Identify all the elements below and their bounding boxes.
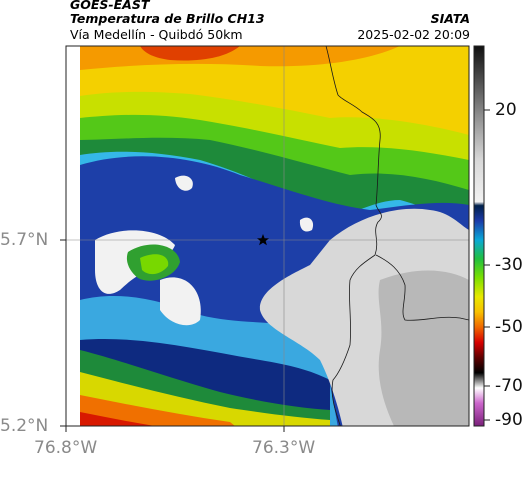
cold-pocket-north xyxy=(175,175,193,191)
agency-label: SIATA xyxy=(430,11,470,26)
star-icon xyxy=(257,234,269,246)
colorbar xyxy=(473,45,485,427)
warm-band-red xyxy=(140,46,240,61)
y-tick-label-5-7: 5.7°N xyxy=(0,230,49,250)
map-frame xyxy=(65,45,470,427)
cold-pocket-center xyxy=(160,277,201,326)
border-line-west xyxy=(325,46,382,426)
satellite-title: GOES-EAST xyxy=(70,0,150,12)
south-band-orange xyxy=(80,395,235,426)
colorbar-label-20: 20 xyxy=(495,100,517,120)
location-label: Vía Medellín - Quibdó 50km xyxy=(70,27,243,42)
border-line-east xyxy=(375,254,469,321)
axis-ticks xyxy=(60,239,285,432)
colorbar-ticks xyxy=(484,109,490,421)
colorbar-label-minus-70: -70 xyxy=(495,376,523,396)
south-band-red xyxy=(80,412,155,426)
colorbar-label-minus-90: -90 xyxy=(495,410,523,430)
x-tick-label-76-8: 76.8°W xyxy=(34,438,98,458)
warm-pocket-lime xyxy=(140,254,169,275)
temperature-field xyxy=(66,46,469,426)
overshooting-top-dark xyxy=(378,270,469,426)
product-title: Temperatura de Brillo CH13 xyxy=(70,11,265,26)
cold-pocket-small xyxy=(299,217,314,232)
datetime-label: 2025-02-02 20:09 xyxy=(357,27,470,42)
x-tick-label-76-3: 76.3°W xyxy=(252,438,316,458)
warm-band-yellow xyxy=(80,46,469,135)
y-tick-label-5-2: 5.2°N xyxy=(0,416,49,436)
colorbar-label-minus-50: -50 xyxy=(495,317,523,337)
colorbar-label-minus-30: -30 xyxy=(495,255,523,275)
